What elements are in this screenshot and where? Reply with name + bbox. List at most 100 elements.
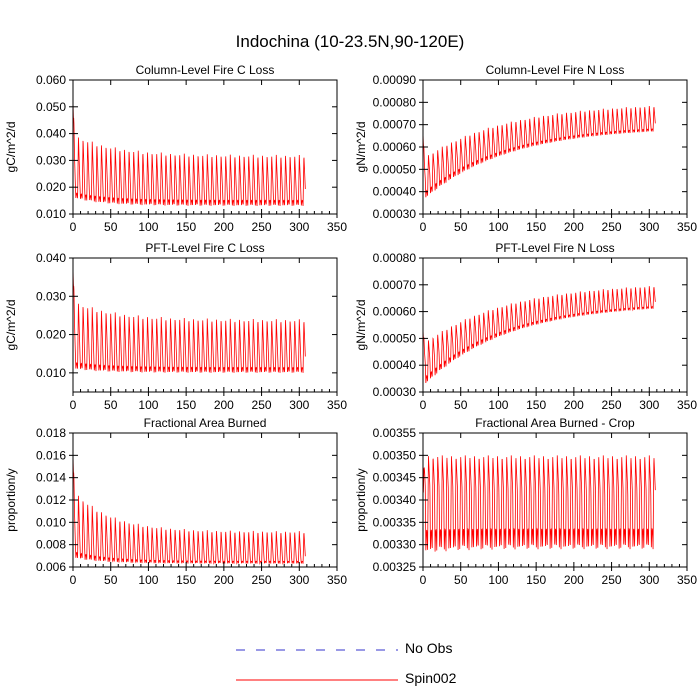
y-tick-label: 0.006 <box>36 560 66 574</box>
plot-frame <box>72 79 338 215</box>
y-tick-label: 0.050 <box>36 100 66 114</box>
x-tick-label: 200 <box>564 398 584 412</box>
x-tick-label: 250 <box>602 398 622 412</box>
x-tick-label: 50 <box>454 573 468 587</box>
legend-label-spin002: Spin002 <box>405 670 457 686</box>
panel-6: Fractional Area Burned - Crop proportion/… <box>354 416 697 587</box>
x-tick-label: 100 <box>138 398 158 412</box>
series-line-spin002 <box>422 286 656 383</box>
x-tick-label: 200 <box>214 398 234 412</box>
y-tick-label: 0.00070 <box>373 118 417 132</box>
y-tick-label: 0.010 <box>36 366 66 380</box>
x-tick-label: 0 <box>70 573 77 587</box>
panel-3: PFT-Level Fire C Loss gC/m^2/d 0 50 100 150 20… <box>4 241 347 412</box>
y-tick-label: 0.00350 <box>373 448 417 462</box>
y-tick-label: 0.040 <box>36 251 66 265</box>
y-tick-label: 0.016 <box>36 448 66 462</box>
y-tick-label: 0.008 <box>36 538 66 552</box>
series-line-spin002 <box>422 105 656 198</box>
x-tick-label: 50 <box>454 398 468 412</box>
y-axis-label: proportion/y <box>4 468 18 531</box>
x-tick-label: 200 <box>564 573 584 587</box>
y-axis-label: gN/m^2/d <box>354 300 368 351</box>
y-tick-label: 0.00050 <box>373 162 417 176</box>
legend-label-no-obs: No Obs <box>405 640 453 656</box>
y-tick-label: 0.030 <box>36 153 66 167</box>
y-tick-label: 0.00040 <box>373 185 417 199</box>
y-tick-label: 0.060 <box>36 73 66 87</box>
panel-1: Column-Level Fire C Loss gC/m^2/d 0 50 100 15… <box>4 63 347 234</box>
x-tick-label: 350 <box>677 398 697 412</box>
x-tick-label: 250 <box>252 398 272 412</box>
x-tick-label: 350 <box>327 220 347 234</box>
y-tick-label: 0.00060 <box>373 305 417 319</box>
x-tick-label: 100 <box>488 220 508 234</box>
x-tick-label: 0 <box>420 220 427 234</box>
x-tick-label: 300 <box>639 573 659 587</box>
x-tick-label: 50 <box>454 220 468 234</box>
y-tick-label: 0.014 <box>36 471 66 485</box>
x-tick-label: 150 <box>526 573 546 587</box>
panel-2: Column-Level Fire N Loss gN/m^2/d 0 50 100 15… <box>354 63 697 234</box>
y-axis-label: gN/m^2/d <box>354 122 368 173</box>
x-tick-label: 350 <box>677 573 697 587</box>
x-tick-label: 350 <box>327 573 347 587</box>
panel-title: PFT-Level Fire C Loss <box>145 241 264 255</box>
panel-title: PFT-Level Fire N Loss <box>495 241 614 255</box>
panel-title: Fractional Area Burned <box>144 416 267 430</box>
plot-frame <box>422 257 688 393</box>
x-tick-label: 250 <box>252 220 272 234</box>
y-tick-label: 0.030 <box>36 289 66 303</box>
x-tick-label: 250 <box>602 220 622 234</box>
series-line-spin002 <box>422 455 656 552</box>
x-tick-label: 0 <box>420 573 427 587</box>
x-tick-label: 150 <box>176 398 196 412</box>
x-tick-label: 300 <box>289 220 309 234</box>
series-line-spin002 <box>72 265 306 373</box>
y-tick-label: 0.00355 <box>373 426 417 440</box>
series-line-spin002 <box>72 98 306 207</box>
x-tick-label: 250 <box>252 573 272 587</box>
y-tick-label: 0.00340 <box>373 493 417 507</box>
y-tick-label: 0.00330 <box>373 538 417 552</box>
plot-frame <box>72 257 338 393</box>
x-tick-label: 0 <box>70 398 77 412</box>
x-tick-label: 300 <box>289 398 309 412</box>
x-tick-label: 50 <box>104 573 118 587</box>
panel-4: PFT-Level Fire N Loss gN/m^2/d 0 50 100 150 20… <box>354 241 697 412</box>
x-tick-label: 0 <box>70 220 77 234</box>
y-tick-label: 0.00070 <box>373 278 417 292</box>
x-tick-label: 50 <box>104 398 118 412</box>
x-tick-label: 100 <box>138 573 158 587</box>
x-tick-label: 200 <box>564 220 584 234</box>
panel-title: Column-Level Fire N Loss <box>486 63 625 77</box>
x-tick-label: 350 <box>677 220 697 234</box>
x-tick-label: 150 <box>176 220 196 234</box>
y-axis-label: proportion/y <box>354 468 368 531</box>
y-tick-label: 0.012 <box>36 493 66 507</box>
y-tick-label: 0.00335 <box>373 515 417 529</box>
y-tick-label: 0.018 <box>36 426 66 440</box>
y-tick-label: 0.00090 <box>373 73 417 87</box>
x-tick-label: 150 <box>176 573 196 587</box>
y-axis-label: gC/m^2/d <box>4 300 18 351</box>
y-tick-label: 0.00325 <box>373 560 417 574</box>
y-tick-label: 0.040 <box>36 127 66 141</box>
y-tick-label: 0.00080 <box>373 251 417 265</box>
x-tick-label: 150 <box>526 398 546 412</box>
x-tick-label: 150 <box>526 220 546 234</box>
x-tick-label: 350 <box>327 398 347 412</box>
x-tick-label: 200 <box>214 220 234 234</box>
panel-5: Fractional Area Burned proportion/y 0 50 100… <box>4 416 347 587</box>
y-tick-label: 0.00060 <box>373 140 417 154</box>
x-tick-label: 300 <box>289 573 309 587</box>
y-tick-label: 0.00345 <box>373 471 417 485</box>
y-tick-label: 0.010 <box>36 515 66 529</box>
y-tick-label: 0.00080 <box>373 95 417 109</box>
y-tick-label: 0.020 <box>36 180 66 194</box>
x-tick-label: 100 <box>488 398 508 412</box>
x-tick-label: 50 <box>104 220 118 234</box>
